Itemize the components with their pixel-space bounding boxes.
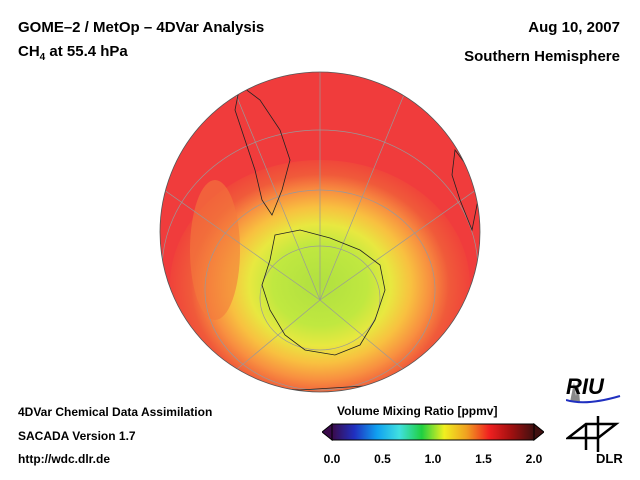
colorbar-tick-label: 1.0 bbox=[424, 452, 442, 466]
riu-logo-text: RIU bbox=[566, 374, 604, 399]
date-label: Aug 10, 2007 bbox=[528, 19, 620, 36]
footer-line-1: 4DVar Chemical Data Assimilation bbox=[18, 405, 213, 419]
species-level: CH4 at 55.4 hPa bbox=[18, 43, 128, 63]
colorbar-title: Volume Mixing Ratio [ppmv] bbox=[337, 404, 498, 418]
footer-url: http://wdc.dlr.de bbox=[18, 452, 110, 466]
map-title: GOME–2 / MetOp – 4DVar Analysis bbox=[18, 19, 265, 36]
dlr-logo-text: DLR bbox=[596, 451, 623, 466]
colorbar-tick-label: 1.5 bbox=[475, 452, 492, 466]
colorbar-tick-label: 2.0 bbox=[525, 452, 543, 466]
colorbar-over-arrow bbox=[533, 423, 544, 441]
colorbar-gradient bbox=[331, 423, 535, 441]
pressure-level: at 55.4 hPa bbox=[45, 43, 128, 60]
species-name: CH bbox=[18, 43, 40, 60]
footer-line-2: SACADA Version 1.7 bbox=[18, 429, 136, 443]
species-subscript: 4 bbox=[39, 52, 46, 63]
colorbar-tick-label: 0.5 bbox=[374, 452, 391, 466]
colorbar bbox=[322, 423, 544, 441]
colorbar-under-arrow bbox=[322, 423, 333, 441]
region-label: Southern Hemisphere bbox=[464, 48, 620, 65]
colorbar-tick-label: 0.0 bbox=[323, 452, 341, 466]
